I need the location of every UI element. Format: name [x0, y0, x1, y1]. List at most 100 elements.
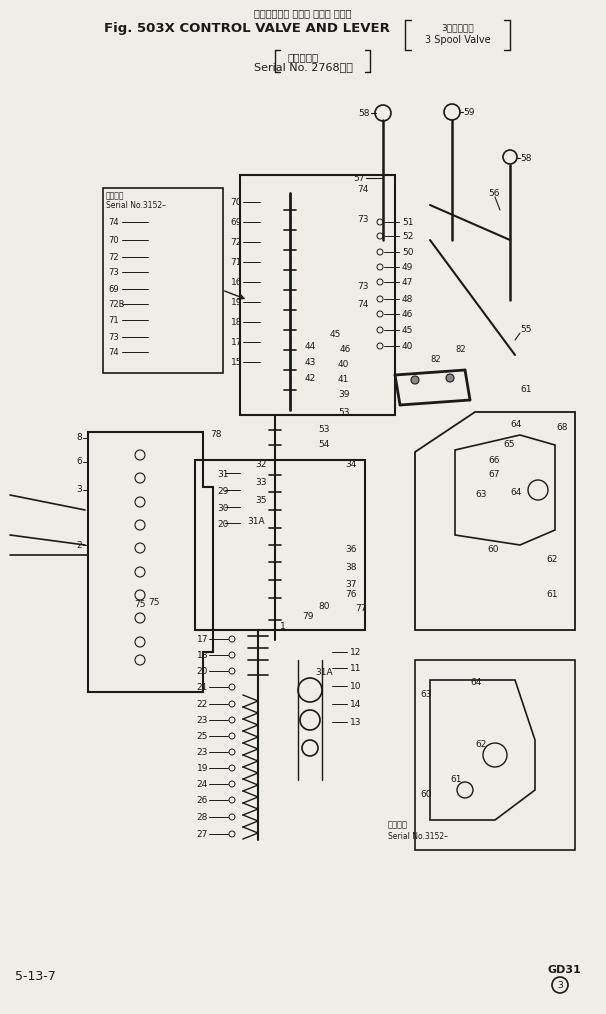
- Text: 3: 3: [557, 981, 563, 990]
- Text: 25: 25: [196, 732, 208, 741]
- Text: 64: 64: [510, 420, 521, 429]
- Text: 34: 34: [345, 460, 356, 469]
- Text: 72B: 72B: [108, 300, 124, 309]
- Text: 18: 18: [196, 651, 208, 660]
- Text: 74: 74: [357, 185, 368, 194]
- Text: 45: 45: [402, 325, 413, 335]
- Text: 18: 18: [230, 318, 242, 327]
- Text: 53: 53: [318, 425, 330, 434]
- Text: 64: 64: [470, 678, 481, 687]
- Text: 17: 17: [230, 338, 242, 347]
- Bar: [240, 175, 395, 415]
- Text: 80: 80: [318, 602, 330, 611]
- Text: 67: 67: [488, 470, 499, 479]
- Text: 17: 17: [196, 635, 208, 644]
- Text: 61: 61: [450, 775, 462, 784]
- Text: 31A: 31A: [247, 517, 265, 526]
- Text: 6: 6: [76, 457, 82, 466]
- Text: 50: 50: [402, 248, 413, 257]
- Text: 53: 53: [338, 408, 350, 417]
- Text: 5-13-7: 5-13-7: [15, 970, 56, 983]
- Text: 11: 11: [350, 664, 362, 673]
- Text: 82: 82: [455, 346, 465, 355]
- Text: 72: 72: [108, 254, 119, 262]
- Text: コントロール バルブ および レバー: コントロール バルブ および レバー: [255, 8, 351, 18]
- Text: 24: 24: [197, 780, 208, 789]
- Text: 16: 16: [230, 278, 242, 287]
- Circle shape: [446, 374, 454, 382]
- Text: 21: 21: [196, 683, 208, 692]
- Bar: [195, 460, 365, 630]
- Text: 64: 64: [510, 488, 521, 497]
- Text: 22: 22: [197, 700, 208, 709]
- Text: 72: 72: [231, 238, 242, 247]
- Text: 55: 55: [520, 325, 531, 335]
- Text: 10: 10: [350, 682, 362, 691]
- Text: 69: 69: [230, 218, 242, 227]
- Text: 20: 20: [217, 520, 228, 529]
- Text: 3本弁バルブ: 3本弁バルブ: [442, 23, 474, 32]
- Text: Serial No. 2768～）: Serial No. 2768～）: [253, 62, 353, 72]
- Text: 74: 74: [108, 348, 119, 357]
- Text: 14: 14: [350, 700, 361, 709]
- Text: 12: 12: [350, 648, 361, 657]
- Text: 68: 68: [556, 423, 567, 432]
- Text: 15: 15: [230, 358, 242, 367]
- Text: 41: 41: [338, 375, 350, 384]
- Text: 2: 2: [76, 540, 82, 550]
- Text: 8: 8: [76, 434, 82, 442]
- Text: 73: 73: [357, 215, 368, 224]
- Text: 63: 63: [420, 690, 431, 699]
- Text: （適用号機: （適用号機: [287, 52, 319, 62]
- Text: 26: 26: [196, 796, 208, 805]
- Text: 77: 77: [355, 604, 367, 613]
- Text: 19: 19: [230, 298, 242, 307]
- Text: 62: 62: [546, 555, 558, 564]
- Text: 40: 40: [402, 342, 413, 351]
- Text: 45: 45: [330, 330, 341, 339]
- Text: 32: 32: [255, 460, 267, 469]
- Text: 1: 1: [280, 622, 286, 631]
- Text: 70: 70: [108, 236, 119, 245]
- Text: 37: 37: [345, 580, 356, 589]
- Text: 36: 36: [345, 545, 356, 554]
- Text: 56: 56: [488, 189, 499, 198]
- Text: 57: 57: [353, 173, 365, 183]
- Bar: [103, 188, 223, 373]
- Text: 31A: 31A: [315, 668, 333, 677]
- Text: 38: 38: [345, 563, 356, 572]
- Text: 61: 61: [520, 385, 531, 394]
- Text: 82: 82: [430, 356, 441, 364]
- Text: 78: 78: [210, 430, 222, 439]
- Text: 20: 20: [196, 667, 208, 676]
- Text: 46: 46: [340, 345, 351, 354]
- Text: 75: 75: [135, 600, 146, 609]
- Text: 73: 73: [108, 268, 119, 277]
- Text: 35: 35: [255, 496, 267, 505]
- Text: 51: 51: [402, 218, 413, 227]
- Text: 59: 59: [463, 107, 474, 117]
- Text: 40: 40: [338, 360, 350, 369]
- Text: 71: 71: [230, 258, 242, 267]
- Text: 39: 39: [338, 390, 350, 399]
- Text: 58: 58: [520, 153, 531, 162]
- Text: 44: 44: [305, 342, 316, 351]
- Text: 43: 43: [305, 358, 316, 367]
- Text: 27: 27: [196, 830, 208, 839]
- Text: Serial No.3152–: Serial No.3152–: [388, 832, 448, 841]
- Text: 13: 13: [350, 718, 362, 727]
- Text: 71: 71: [108, 316, 119, 325]
- Text: 66: 66: [488, 456, 499, 465]
- Text: 74: 74: [108, 218, 119, 227]
- Text: 適用号機: 適用号機: [388, 820, 408, 829]
- Text: 3 Spool Valve: 3 Spool Valve: [425, 35, 491, 45]
- Text: 3: 3: [76, 486, 82, 495]
- Text: 73: 73: [357, 282, 368, 291]
- Text: 30: 30: [217, 504, 228, 513]
- Text: GD31: GD31: [548, 965, 582, 975]
- Text: 70: 70: [230, 198, 242, 207]
- Text: 60: 60: [420, 790, 431, 799]
- Text: 54: 54: [318, 440, 330, 449]
- Text: 適用号機: 適用号機: [106, 191, 124, 200]
- Text: Fig. 503X CONTROL VALVE AND LEVER: Fig. 503X CONTROL VALVE AND LEVER: [104, 22, 390, 35]
